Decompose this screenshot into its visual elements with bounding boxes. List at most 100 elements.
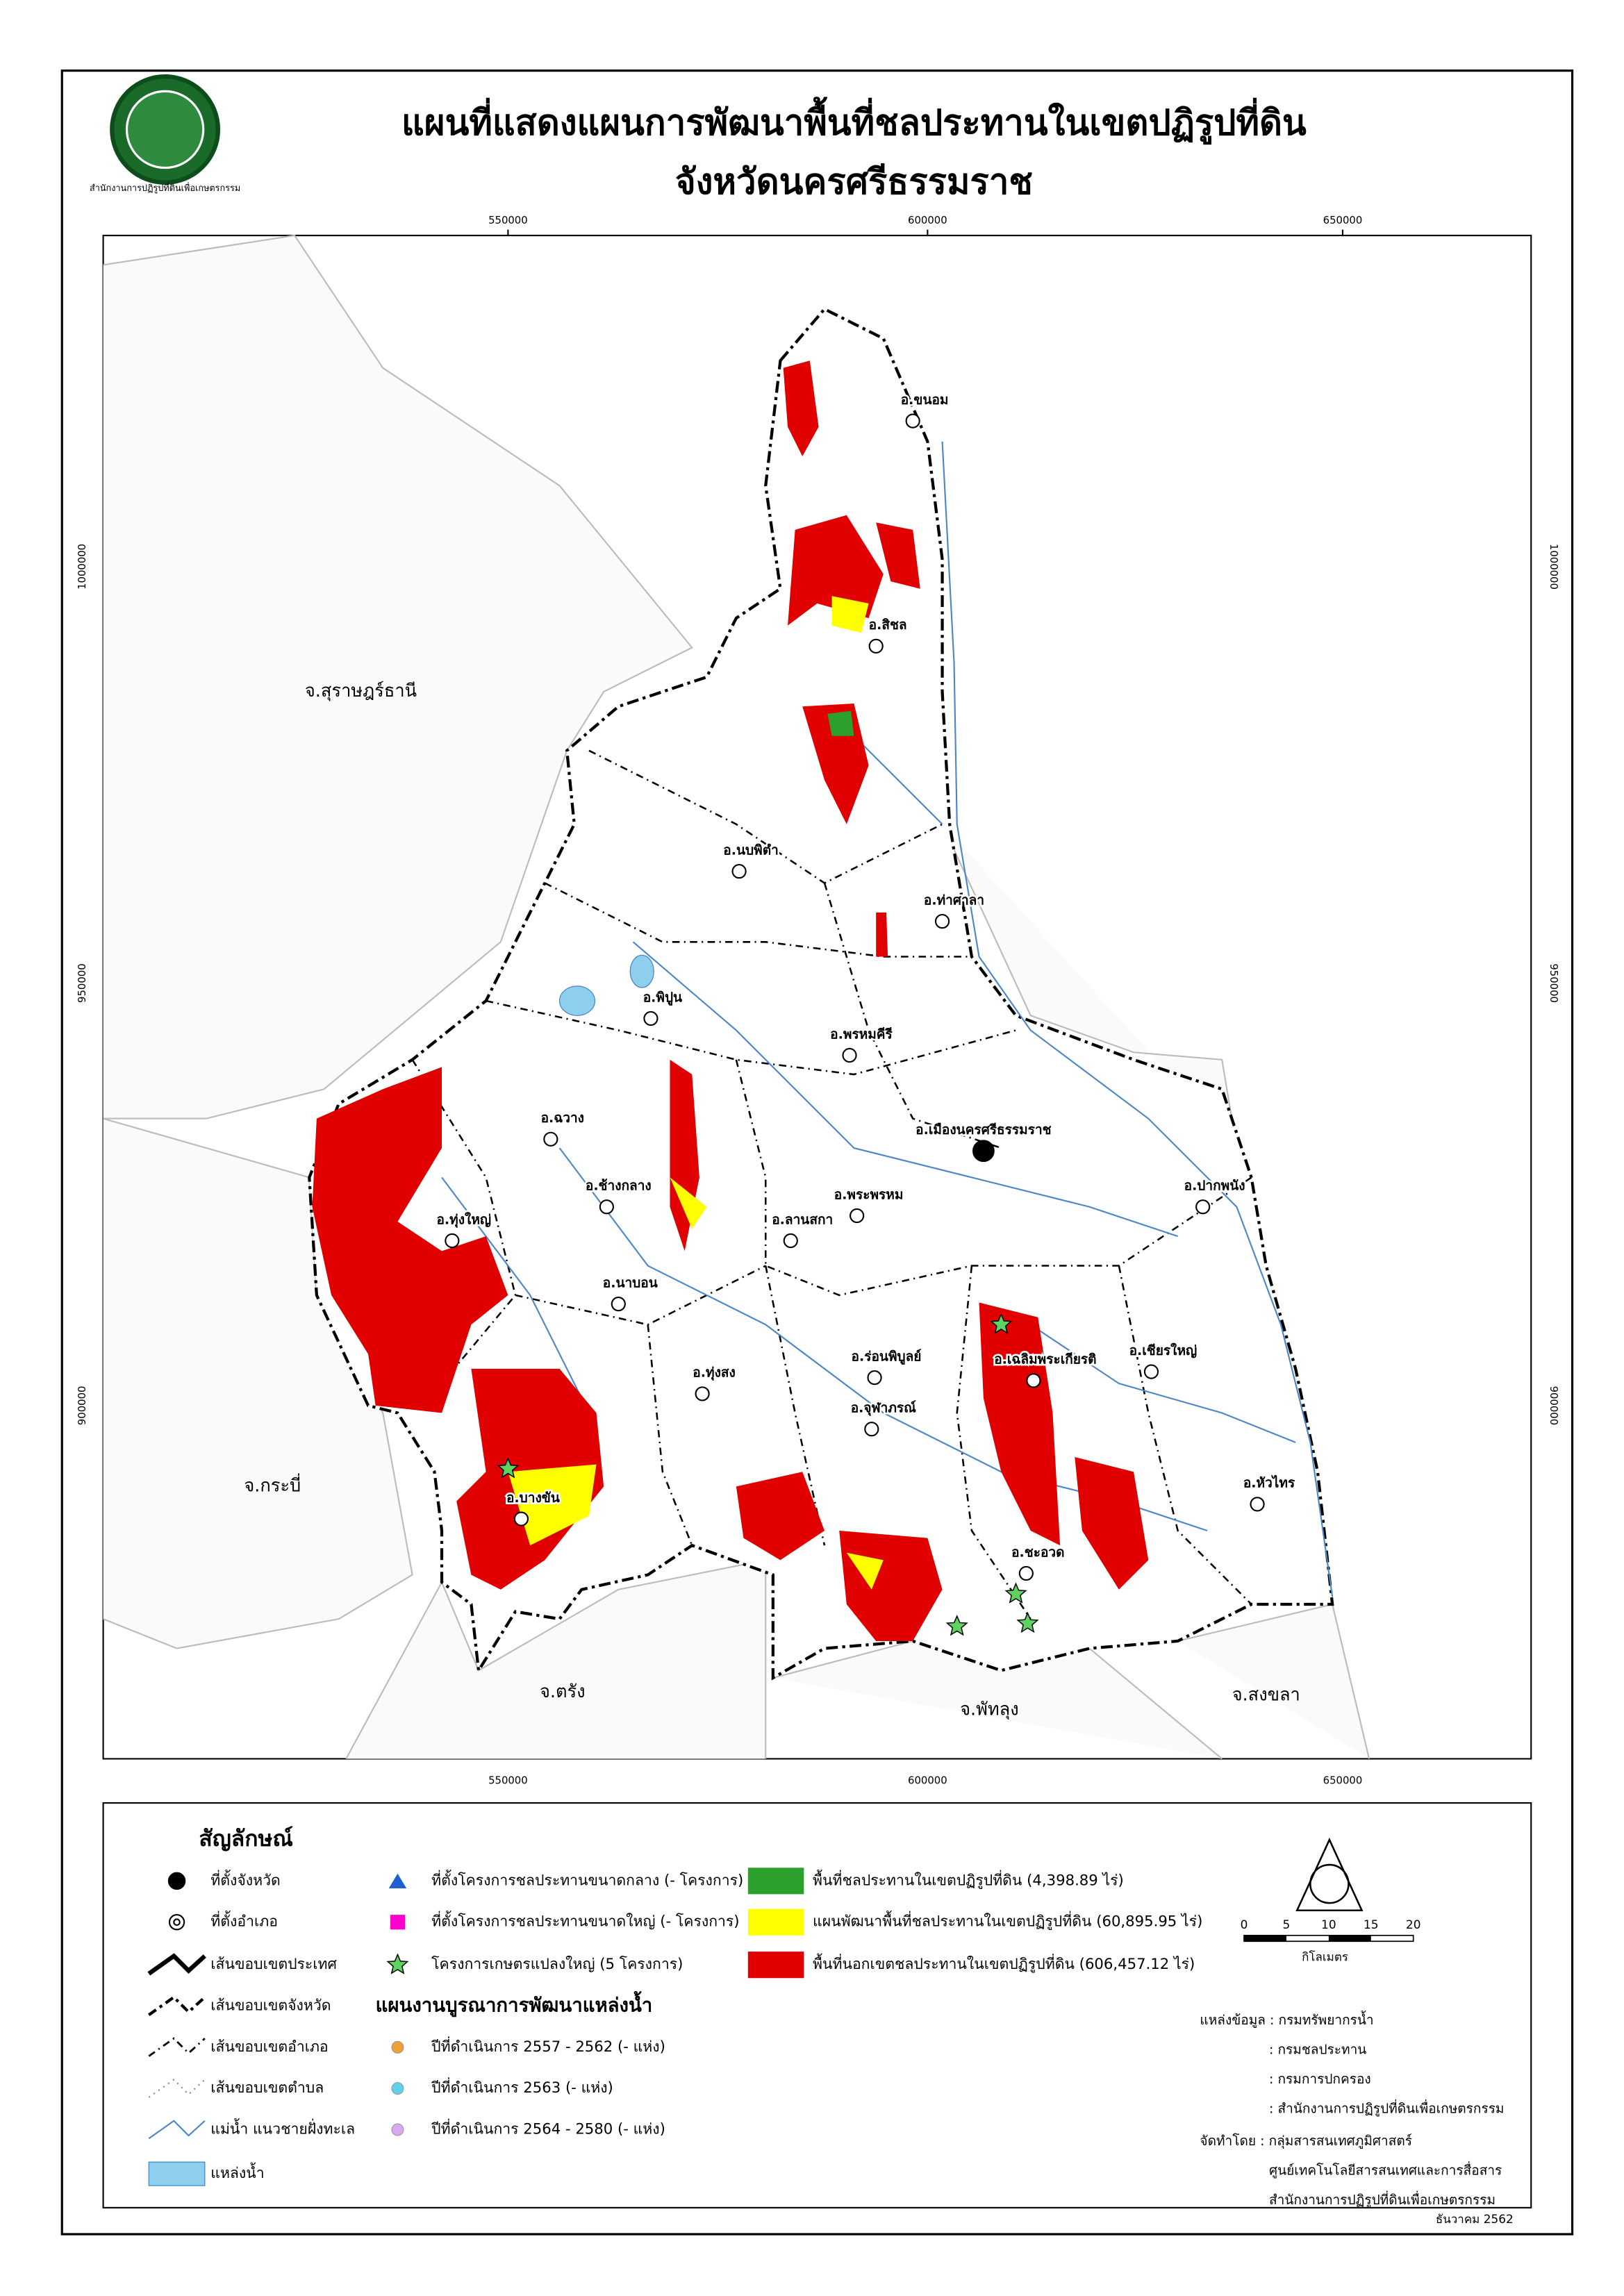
- district-seat: [850, 1208, 865, 1224]
- legend-subtitle: แผนงานบูรณาการพัฒนาแหล่งน้ำ: [376, 1991, 653, 2018]
- big-farm-project: [1004, 1582, 1027, 1604]
- district-seat: [543, 1131, 558, 1147]
- legend-symbol: [390, 1915, 406, 1930]
- source-line: : สำนักงานการปฏิรูปที่ดินเพื่อเกษตรกรรม: [1269, 2099, 1505, 2116]
- zone-area: [788, 515, 884, 626]
- legend-symbol: [148, 1995, 206, 2016]
- scale-tick-label: 0: [1241, 1918, 1248, 1931]
- legend-label: พื้นที่นอกเขตชลประทานในเขตปฏิรูปที่ดิน (…: [813, 1953, 1195, 1973]
- river: [941, 441, 1334, 1597]
- province-label: จ.สุราษฎร์ธานี: [305, 680, 417, 701]
- legend-label: ปีที่ดำเนินการ 2564 - 2580 (- แห่ง): [431, 2119, 665, 2138]
- north-triangle: [1295, 1837, 1364, 1912]
- source-line: จัดทำโดย : กลุ่มสารสนเทศภูมิศาสตร์: [1200, 2133, 1412, 2149]
- legend-frame: [102, 1802, 1532, 2208]
- zone-area: [876, 912, 888, 957]
- y-coordinate: 1000000: [1548, 544, 1559, 590]
- province-seat: [972, 1140, 995, 1163]
- legend-symbol: [747, 1952, 804, 1979]
- legend-symbol: [148, 2161, 206, 2186]
- district-boundary: [823, 883, 1002, 1149]
- big-farm-project: [945, 1615, 968, 1636]
- district-seat: [1018, 1565, 1034, 1581]
- district-seat: [842, 1047, 857, 1063]
- legend-label: แผนพัฒนาพื้นที่ชลประทานในเขตปฏิรูปที่ดิน…: [813, 1911, 1202, 1931]
- province-boundary: [308, 307, 1334, 1681]
- zone-area: [846, 1552, 884, 1590]
- source-line: : กรมชลประทาน: [1269, 2043, 1366, 2058]
- x-coordinate: 550000: [488, 215, 528, 226]
- legend-label: เส้นขอบเขตอำเภอ: [210, 2038, 328, 2055]
- sheet-border: [60, 69, 1574, 2236]
- river: [632, 941, 1178, 1238]
- legend-label: แหล่งน้ำ: [210, 2162, 264, 2181]
- legend-title: สัญลักษณ์: [199, 1826, 293, 1852]
- province-label: จ.สงขลา: [1232, 1683, 1300, 1704]
- zone-area: [979, 1302, 1061, 1546]
- map-date: ธันวาคม 2562: [1436, 2212, 1514, 2226]
- legend-label: เส้นขอบเขตตำบล: [210, 2079, 324, 2096]
- district-label: อ.นบพิตำ: [723, 842, 778, 858]
- scale-tick-label: 15: [1364, 1918, 1379, 1931]
- district-label: อ.ท่าศาลา: [924, 892, 984, 908]
- district-label: อ.เฉลิมพระเกียรติ: [994, 1352, 1096, 1367]
- zone-area: [508, 1464, 597, 1546]
- district-seat: [867, 1370, 882, 1386]
- zone-area: [876, 522, 920, 589]
- legend-symbol: [747, 1867, 804, 1895]
- district-boundary: [411, 1059, 517, 1384]
- legend-symbol: [747, 1908, 804, 1936]
- legend-symbol: [148, 2079, 206, 2098]
- district-label: อ.จุฬาภรณ์: [851, 1400, 916, 1417]
- legend-label: พื้นที่ชลประทานในเขตปฏิรูปที่ดิน (4,398.…: [813, 1869, 1124, 1889]
- x-coordinate: 600000: [908, 215, 947, 226]
- north-arrow: [1295, 1837, 1364, 1912]
- y-coordinate: 900000: [1548, 1386, 1559, 1426]
- big-farm-project: [497, 1457, 520, 1479]
- district-boundary: [1118, 1265, 1252, 1605]
- district-boundary: [486, 999, 1016, 1076]
- province-label: จ.ตรัง: [540, 1681, 586, 1702]
- district-seat: [695, 1386, 710, 1401]
- source-line: : กรมการปกครอง: [1269, 2072, 1371, 2087]
- district-boundary: [588, 749, 943, 885]
- district-seat: [1026, 1373, 1041, 1388]
- legend-label: ที่ตั้งจังหวัด: [210, 1869, 280, 1888]
- logo: [110, 74, 221, 185]
- map-title: แผนที่แสดงแผนการพัฒนาพื้นที่ชลประทานในเข…: [401, 97, 1307, 145]
- legend-symbol: [148, 2037, 206, 2057]
- scale-tick-label: 5: [1283, 1918, 1291, 1931]
- land-layer: [103, 234, 1370, 1760]
- legend-symbol: [391, 2040, 404, 2054]
- district-label: อ.พิปูน: [643, 990, 682, 1006]
- scale-unit: กิโลเมตร: [1302, 1950, 1348, 1964]
- legend-symbol: [386, 1953, 409, 1974]
- legend-label: เส้นขอบเขตจังหวัด: [210, 1997, 331, 2014]
- scale-segment: [1243, 1935, 1286, 1942]
- y-coordinate: 950000: [1548, 963, 1559, 1003]
- legend-label: แม่น้ำ แนวชายฝั่งทะเล: [210, 2118, 355, 2138]
- legend-symbol: [147, 1953, 206, 1976]
- district-seat: [731, 863, 747, 879]
- district-label: อ.ลานสกา: [772, 1212, 833, 1227]
- zone-area: [670, 1177, 707, 1229]
- district-seat: [868, 638, 884, 654]
- district-label: อ.หัวไทร: [1243, 1475, 1295, 1491]
- reservoir: [629, 954, 654, 988]
- district-seat: [643, 1010, 658, 1026]
- y-coordinate: 900000: [76, 1386, 88, 1426]
- province-label: จ.พัทลุง: [960, 1699, 1018, 1720]
- zone-area: [783, 360, 819, 456]
- district-seat: [445, 1233, 460, 1249]
- big-farm-project: [1016, 1611, 1039, 1633]
- legend-label: ปีที่ดำเนินการ 2557 - 2562 (- แห่ง): [431, 2036, 665, 2055]
- district-boundary: [544, 882, 972, 958]
- legend-label: โครงการเกษตรแปลงใหญ่ (5 โครงการ): [431, 1955, 683, 1972]
- district-seat: [599, 1199, 614, 1215]
- legend-label: ที่ตั้งโครงการชลประทานขนาดกลาง (- โครงกา…: [431, 1869, 743, 1888]
- neighbour-land: [941, 824, 1238, 1149]
- district-label: อ.นาบอน: [603, 1275, 658, 1290]
- district-seat: [864, 1422, 879, 1437]
- logo-text: สำนักงานการปฏิรูปที่ดินเพื่อเกษตรกรรม: [90, 182, 240, 194]
